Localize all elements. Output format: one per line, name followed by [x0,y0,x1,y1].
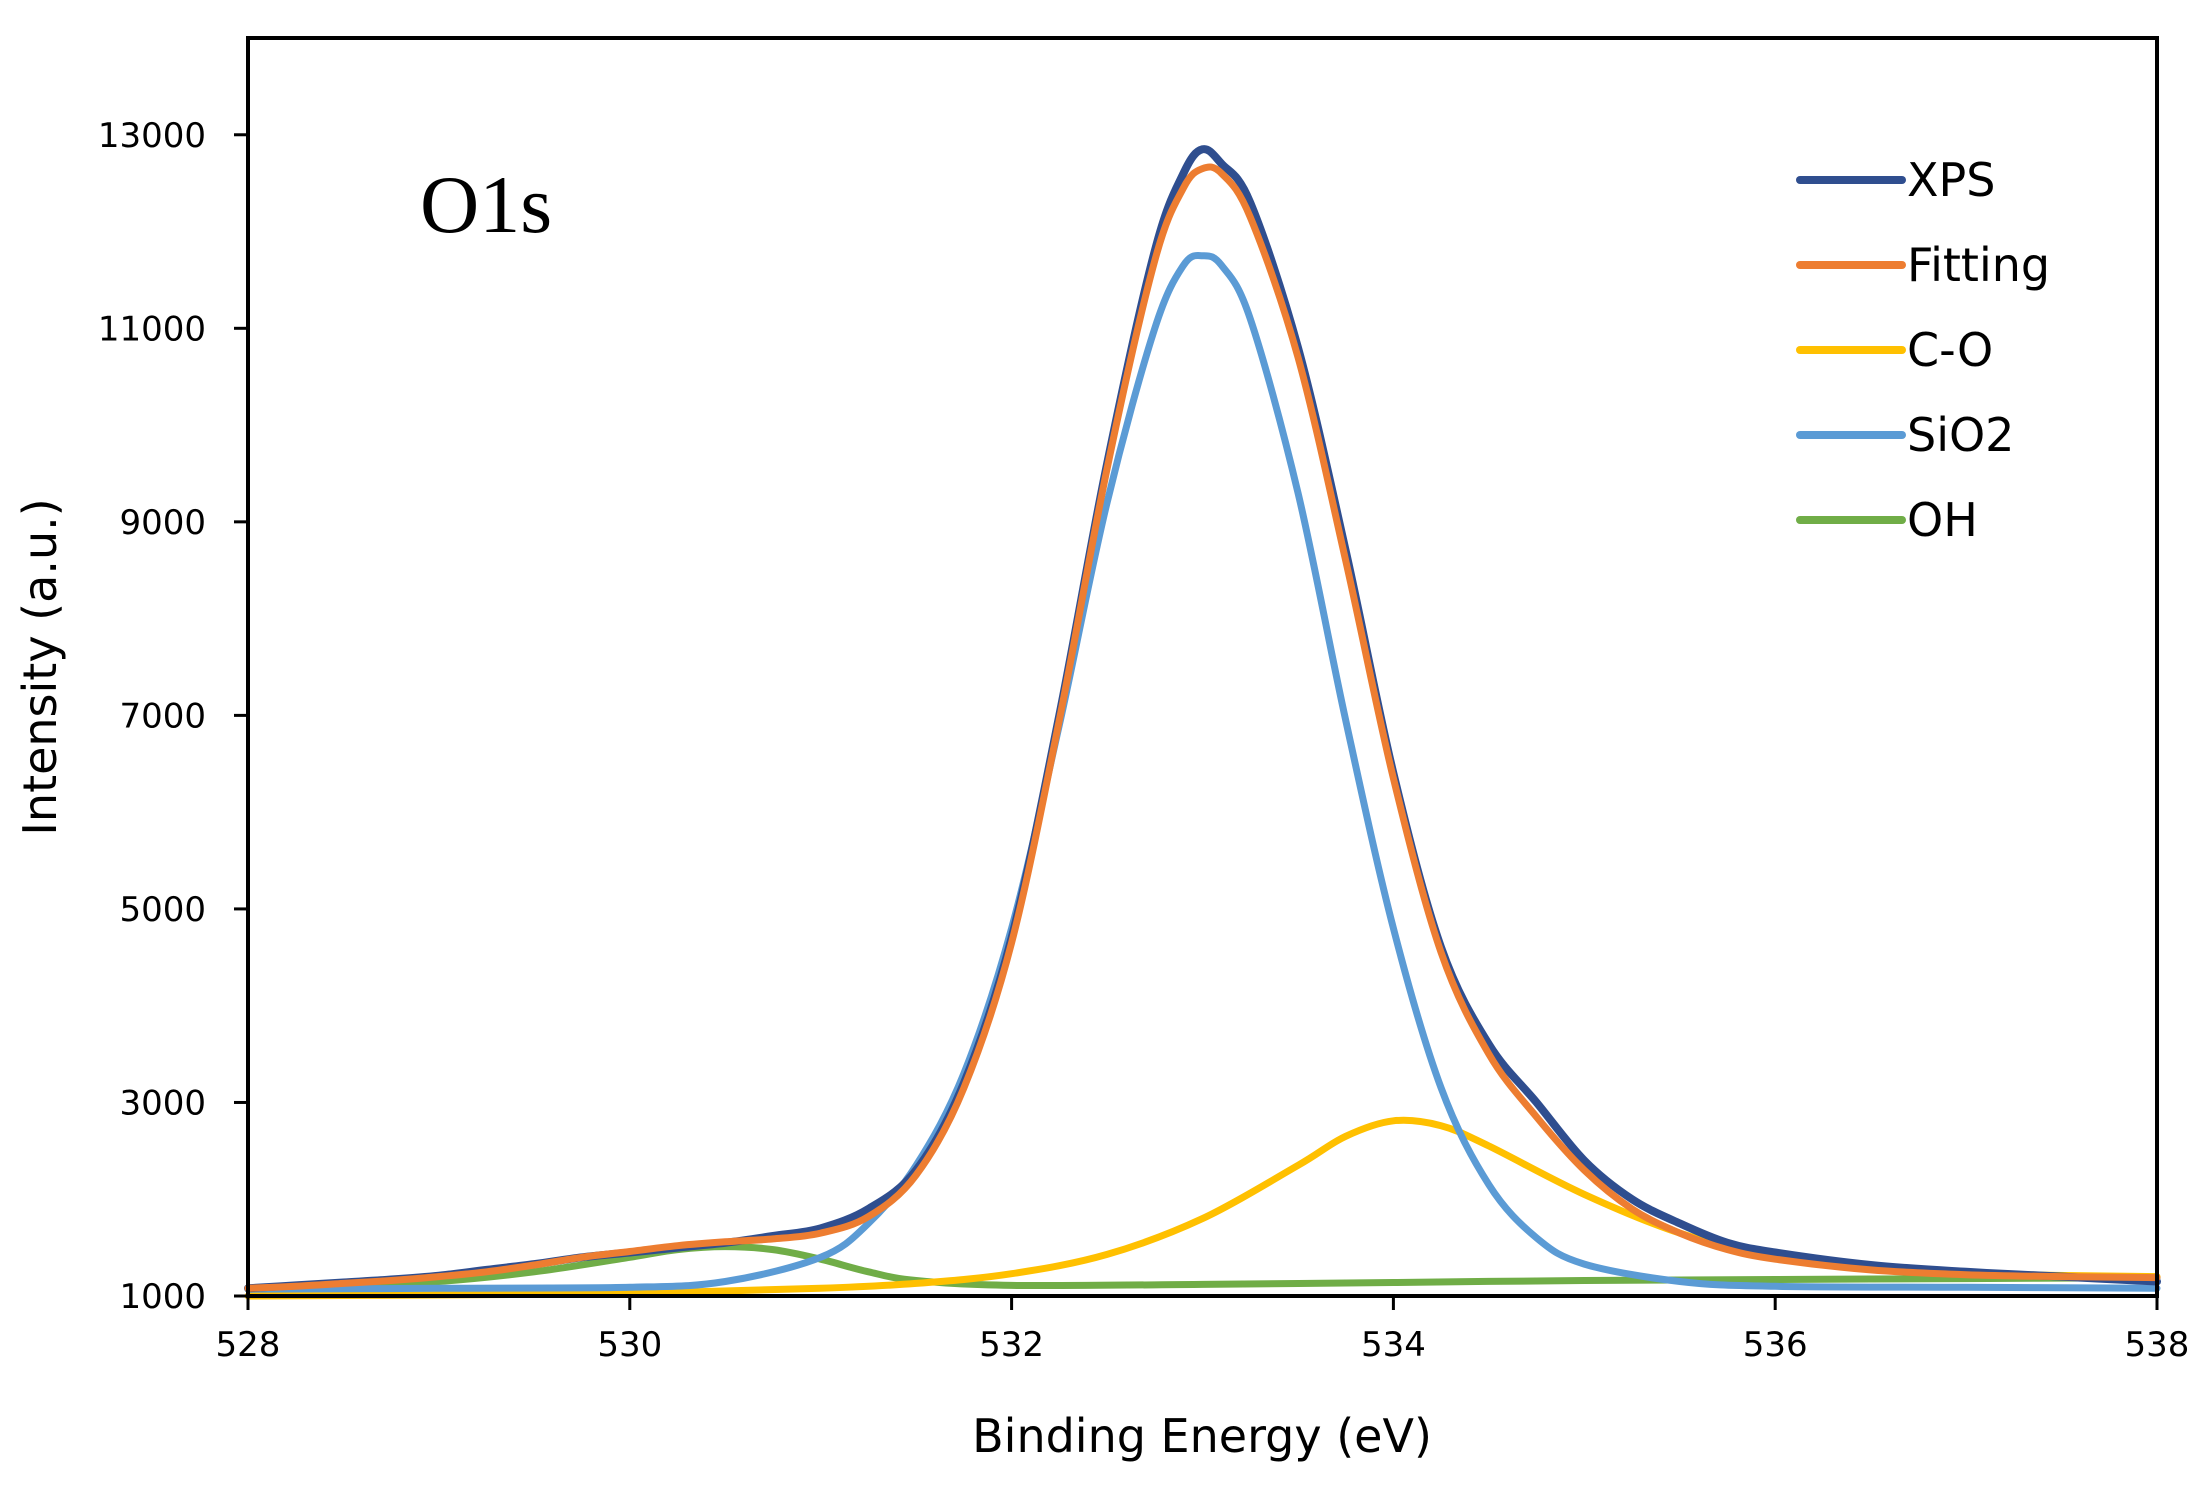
y-tick-label: 11000 [98,309,206,349]
x-tick-label: 532 [979,1325,1044,1365]
series-line-sio2 [244,252,2161,1293]
y-tick-label: 3000 [119,1083,206,1123]
y-axis-ticks: 1000 3000 5000 7000 9000 11000 13000 [98,116,248,1317]
y-tick-label: 1000 [119,1277,206,1317]
series-line-fitting [244,163,2161,1292]
x-tick-label: 534 [1361,1325,1426,1365]
y-tick-label: 7000 [119,696,206,736]
plot-area-frame [246,36,2159,1298]
x-tick-label: 538 [2125,1325,2190,1365]
legend-label-fitting: Fitting [1907,238,2050,292]
x-tick-label: 528 [216,1325,281,1365]
legend: XPS Fitting C-O SiO2 OH [1796,153,2050,547]
legend-label-sio2: SiO2 [1907,408,2014,462]
y-tick-label: 13000 [98,116,206,156]
x-axis-ticks: 528 530 532 534 536 538 [216,1296,2190,1365]
y-axis-title: Intensity (a.u.) [13,498,67,835]
panel-label: O1s [420,159,552,250]
legend-label-c-o: C-O [1907,323,1993,377]
y-tick-label: 9000 [119,503,206,543]
x-tick-label: 536 [1743,1325,1808,1365]
series-layer [244,145,2161,1300]
y-tick-label: 5000 [119,890,206,930]
x-tick-label: 530 [597,1325,662,1365]
legend-label-xps: XPS [1907,153,1995,207]
legend-label-oh: OH [1907,493,1978,547]
x-axis-title: Binding Energy (eV) [972,1409,1432,1463]
